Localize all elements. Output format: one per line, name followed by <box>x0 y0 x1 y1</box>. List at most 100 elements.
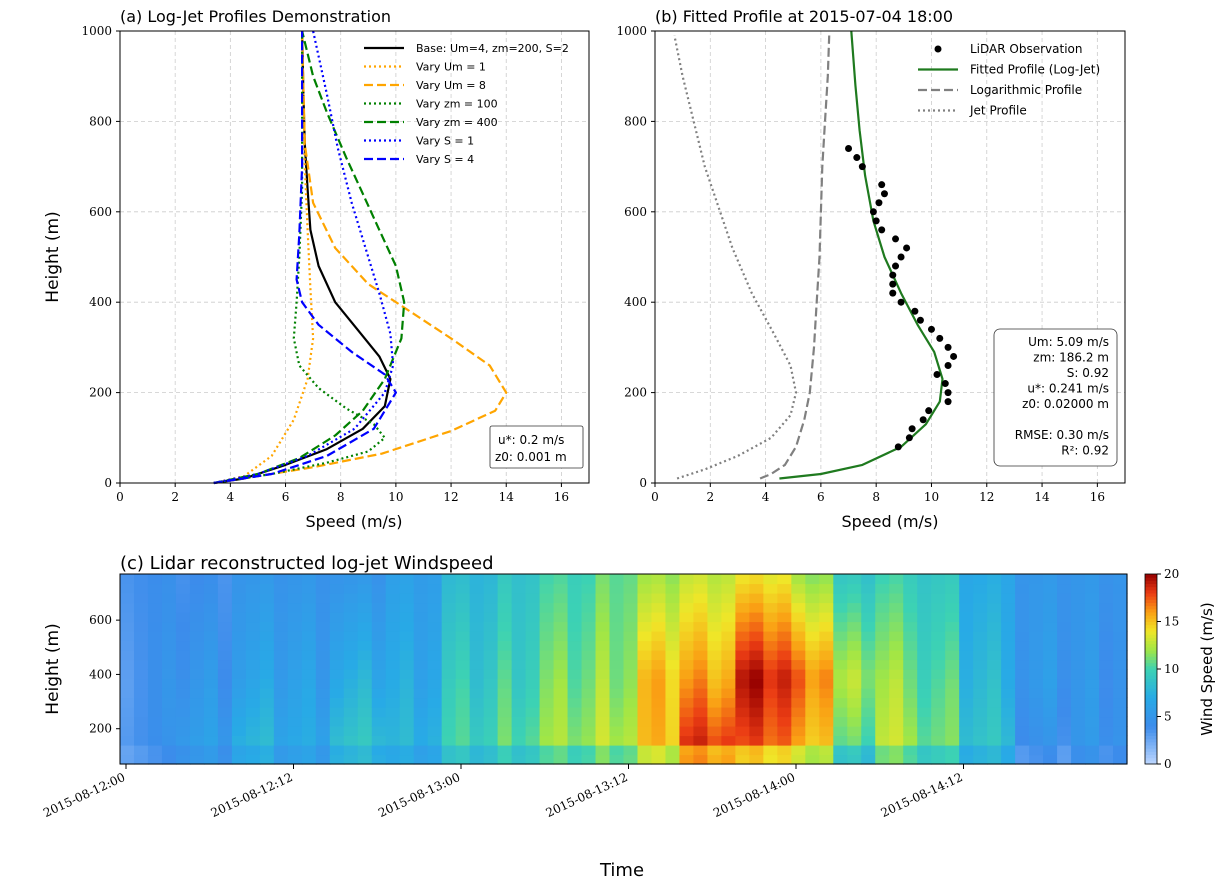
heatmap-cell <box>343 707 359 718</box>
colorbar-segment <box>1145 751 1157 755</box>
heatmap-cell <box>161 602 177 613</box>
heatmap-cell <box>665 659 681 670</box>
heatmap-cell <box>469 745 485 756</box>
heatmap-cell <box>1113 631 1128 642</box>
heatmap-cell <box>217 659 233 670</box>
x-tick-label: 16 <box>554 490 569 504</box>
heatmap-cell <box>735 621 750 632</box>
x-tick-label: 2015-08-12:12 <box>209 770 295 820</box>
heatmap-cell <box>847 612 862 623</box>
heatmap-cell <box>120 669 135 680</box>
colorbar-tick-label: 0 <box>1164 757 1172 771</box>
heatmap-cell <box>1113 621 1128 632</box>
heatmap-cell <box>763 716 778 727</box>
heatmap-cell <box>567 602 583 613</box>
heatmap-cell <box>735 678 750 689</box>
heatmap-cell <box>637 612 653 623</box>
heatmap-cell <box>959 678 974 689</box>
heatmap-cell <box>749 659 764 670</box>
heatmap-cell <box>651 640 667 651</box>
heatmap-cell <box>623 745 639 756</box>
y-tick-label: 400 <box>89 667 112 681</box>
heatmap-cell <box>917 640 932 651</box>
colorbar-segment <box>1145 741 1157 746</box>
heatmap-cell <box>175 735 191 746</box>
heatmap-cell <box>1099 574 1114 585</box>
heatmap-cell <box>595 650 611 661</box>
heatmap-cell <box>483 726 499 737</box>
heatmap-cell <box>875 678 890 689</box>
heatmap-cell <box>231 621 247 632</box>
heatmap-cell <box>1057 688 1072 699</box>
heatmap-cell <box>1099 716 1114 727</box>
heatmap-cell <box>833 707 848 718</box>
heatmap-cell <box>371 650 387 661</box>
observation-point <box>925 407 933 415</box>
colorbar-segment <box>1145 583 1157 588</box>
heatmap-cell <box>525 574 541 585</box>
heatmap-cell <box>581 745 597 756</box>
heatmap-cell <box>917 678 932 689</box>
heatmap-cell <box>1057 735 1072 746</box>
heatmap-cell <box>147 659 163 670</box>
heatmap-cell <box>259 745 275 756</box>
heatmap-cell <box>189 688 205 699</box>
colorbar-segment <box>1145 577 1157 581</box>
heatmap-cell <box>763 602 778 613</box>
heatmap-cell <box>287 745 303 756</box>
panel-b-xlabel: Speed (m/s) <box>841 512 938 531</box>
heatmap-cell <box>385 745 401 756</box>
heatmap-cell <box>595 669 611 680</box>
heatmap-cell <box>175 583 191 594</box>
heatmap-cell <box>819 640 834 651</box>
panel-c-frame <box>119 573 1128 765</box>
heatmap-cell <box>259 650 275 661</box>
heatmap-cell <box>665 631 681 642</box>
heatmap-cell <box>567 726 583 737</box>
heatmap-cell <box>497 659 513 670</box>
heatmap-cell <box>833 583 848 594</box>
heatmap-cell <box>259 574 275 585</box>
heatmap-cell <box>973 707 988 718</box>
heatmap-cell <box>777 716 792 727</box>
heatmap-cell <box>301 754 317 765</box>
heatmap-cell <box>973 716 988 727</box>
heatmap-cell <box>203 678 219 689</box>
heatmap-cell <box>1099 621 1114 632</box>
heatmap-cell <box>1029 688 1044 699</box>
heatmap-cell <box>469 735 485 746</box>
heatmap-cell <box>259 593 275 604</box>
heatmap-cell <box>1015 583 1030 594</box>
heatmap-cell <box>539 583 555 594</box>
heatmap-cell <box>469 688 485 699</box>
heatmap-cell <box>623 593 639 604</box>
heatmap-cell <box>875 726 890 737</box>
heatmap-cell <box>595 583 611 594</box>
heatmap-cell <box>525 583 541 594</box>
heatmap-cell <box>511 745 527 756</box>
heatmap-cell <box>273 640 289 651</box>
heatmap-cell <box>931 688 946 699</box>
heatmap-cell <box>945 754 960 765</box>
heatmap-cell <box>1057 602 1072 613</box>
heatmap-cell <box>217 745 233 756</box>
heatmap-cell <box>245 583 261 594</box>
heatmap-cell <box>707 621 723 632</box>
heatmap-cell <box>315 754 331 765</box>
heatmap-cell <box>231 688 247 699</box>
heatmap-cell <box>651 726 667 737</box>
heatmap-cell <box>1099 583 1114 594</box>
heatmap-cell <box>120 678 135 689</box>
heatmap-cell <box>679 593 695 604</box>
heatmap-cell <box>413 754 429 765</box>
heatmap-cell <box>1071 583 1086 594</box>
heatmap-cell <box>693 593 709 604</box>
heatmap-cell <box>791 745 806 756</box>
heatmap-cell <box>623 754 639 765</box>
heatmap-cell <box>441 612 457 623</box>
heatmap-cell <box>301 621 317 632</box>
heatmap-cell <box>427 650 443 661</box>
heatmap-cell <box>147 754 163 765</box>
heatmap-cell <box>973 621 988 632</box>
